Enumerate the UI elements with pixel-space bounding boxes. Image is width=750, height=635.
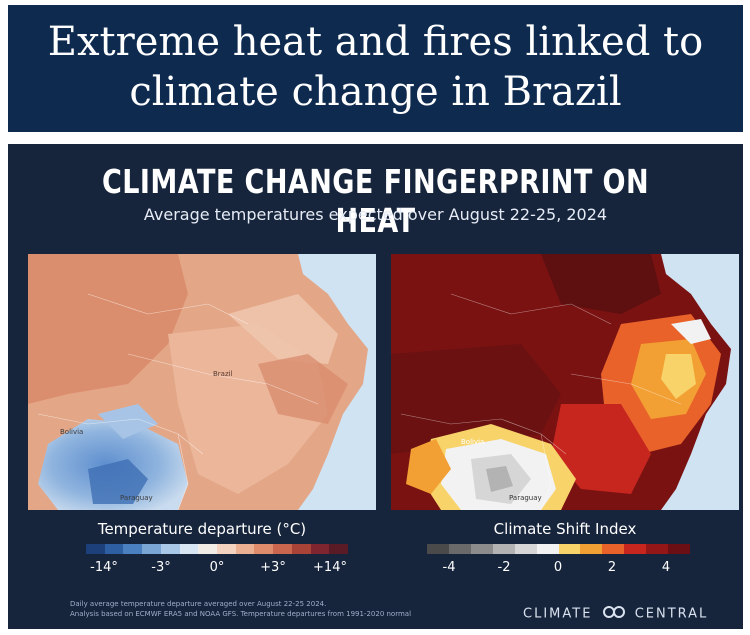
brand-word-climate: CLIMATE [523, 606, 593, 622]
climate-shift-legend-swatch [470, 544, 493, 554]
temperature-legend-swatch [142, 544, 161, 554]
right-map-label-paraguay: Paraguay [509, 494, 542, 502]
climate-shift-index-map: Bolivia Paraguay [391, 254, 739, 510]
temperature-legend-swatch [291, 544, 311, 554]
temperature-legend-swatch [179, 544, 199, 554]
temperature-legend-swatch [329, 544, 349, 554]
temperature-legend-swatch [235, 544, 255, 554]
climate-shift-legend-swatch [558, 544, 581, 554]
left-map-label-brazil: Brazil [213, 370, 233, 378]
headline-line-1: Extreme heat and fires linked to [47, 19, 704, 65]
footnote: Daily average temperature departure aver… [70, 599, 411, 619]
right-map-label-bolivia: Bolivia [461, 438, 484, 446]
climate-shift-legend-swatch [624, 544, 647, 554]
temperature-legend-title: Temperature departure (°C) [97, 520, 307, 538]
left-map-label-paraguay: Paraguay [120, 494, 153, 502]
climate-shift-legend-swatch [602, 544, 625, 554]
temperature-tick: -14° [90, 560, 118, 575]
temperature-departure-map: Brazil Bolivia Paraguay [28, 254, 376, 510]
climate-shift-tick: 2 [607, 560, 617, 575]
temperature-legend-swatch [217, 544, 236, 554]
graphic-subtitle: Average temperatures expected over Augus… [143, 205, 608, 224]
brand-word-central: CENTRAL [634, 606, 709, 622]
climate-shift-legend-colorbar [427, 544, 691, 554]
temperature-legend-swatch [254, 544, 274, 554]
climate-shift-legend-swatch [427, 544, 449, 554]
temperature-legend-swatch [198, 544, 218, 554]
graphic-title: CLIMATE CHANGE FINGERPRINT ON HEAT [101, 162, 650, 240]
climate-shift-tick: 0 [553, 560, 563, 575]
climate-shift-legend-swatch [448, 544, 471, 554]
temperature-legend-swatch [273, 544, 292, 554]
climate-shift-legend-swatch [536, 544, 559, 554]
footnote-line-2: Analysis based on ECMWF ERA5 and NOAA GF… [70, 610, 412, 618]
climate-shift-legend-swatch [668, 544, 691, 554]
climate-graphic-panel: CLIMATE CHANGE FINGERPRINT ON HEAT Avera… [8, 144, 743, 629]
climate-central-logo-icon [601, 605, 627, 623]
temperature-legend-swatch [123, 544, 143, 554]
headline-line-2: climate change in Brazil [129, 69, 622, 115]
climate-shift-legend-swatch [646, 544, 669, 554]
climate-central-brand: CLIMATE CENTRAL [523, 605, 708, 623]
temperature-legend-swatch [160, 544, 180, 554]
climate-shift-tick: -2 [497, 560, 511, 575]
temperature-legend-swatch [104, 544, 124, 554]
climate-shift-legend-swatch [492, 544, 515, 554]
climate-shift-legend-swatch [514, 544, 537, 554]
temperature-legend-swatch [310, 544, 330, 554]
temperature-tick: -3° [151, 560, 171, 575]
temperature-legend-colorbar [86, 544, 349, 554]
temperature-tick: +3° [260, 560, 286, 575]
left-map-label-bolivia: Bolivia [60, 428, 83, 436]
climate-shift-tick: 4 [661, 560, 671, 575]
climate-shift-legend-swatch [580, 544, 603, 554]
temperature-legend-swatch [86, 544, 105, 554]
temperature-tick: 0° [209, 560, 225, 575]
footnote-line-1: Daily average temperature departure aver… [70, 600, 327, 608]
temperature-tick: +14° [313, 560, 347, 575]
climate-shift-tick: -4 [442, 560, 456, 575]
climate-shift-legend-title: Climate Shift Index [493, 520, 637, 538]
headline-banner: Extreme heat and fires linked to climate… [8, 5, 743, 132]
